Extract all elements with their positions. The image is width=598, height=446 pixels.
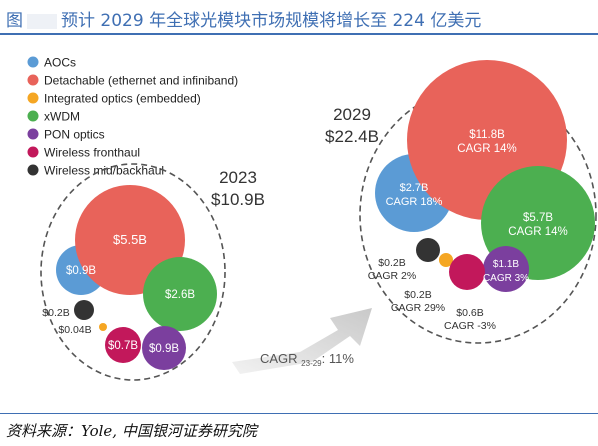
figure-title-prefix: 图 bbox=[6, 11, 23, 31]
legend-label: PON optics bbox=[44, 128, 105, 142]
year-label-2029: 2029 bbox=[333, 105, 371, 124]
bubble-value-label: $11.8B bbox=[469, 129, 505, 141]
legend-marker bbox=[27, 74, 39, 86]
bubble-value-label: $2.6B bbox=[165, 289, 195, 301]
title-bar: 图 预计 2029 年全球光模块市场规模将增长至 224 亿美元 bbox=[0, 0, 598, 40]
legend-label: Wireless mid/backhaul bbox=[44, 164, 164, 178]
bubble-2023 bbox=[143, 257, 217, 331]
bubble-2029 bbox=[483, 246, 529, 292]
legend-marker bbox=[27, 56, 39, 68]
bubble-chart: AOCs Detachable (ethernet and infiniband)… bbox=[27, 56, 597, 381]
figure-number-redaction bbox=[27, 13, 57, 29]
figure-title-text: 预计 2029 年全球光模块市场规模将增长至 224 亿美元 bbox=[61, 11, 482, 31]
legend-label: Wireless fronthaul bbox=[44, 146, 140, 160]
total-label-2029: $22.4B bbox=[325, 127, 379, 146]
bubble-value-label: $5.7B bbox=[523, 212, 553, 224]
total-label-2023: $10.9B bbox=[211, 190, 265, 209]
bubble-value-label: $0.7B bbox=[108, 340, 138, 352]
bubble-2029 bbox=[449, 254, 485, 290]
legend-label: xWDM bbox=[44, 110, 80, 124]
bubble-2029 bbox=[416, 238, 440, 262]
group-boundary-2023 bbox=[40, 163, 226, 381]
bubble-value-label: $0.2B bbox=[378, 257, 405, 269]
source-note: 资料来源：Yole, 中国银河证券研究院 bbox=[6, 422, 257, 440]
bubble-cagr-label: CAGR 2% bbox=[368, 270, 416, 282]
bubble-value-label: $0.04B bbox=[58, 324, 91, 336]
legend-marker bbox=[27, 146, 39, 158]
bubble-2023 bbox=[74, 300, 94, 320]
legend-label: Detachable (ethernet and infiniband) bbox=[44, 74, 238, 88]
bubble-value-label: $0.6B bbox=[456, 307, 483, 319]
legend-marker bbox=[27, 164, 39, 176]
bubble-value-label: $0.2B bbox=[404, 289, 431, 301]
bubble-value-label: $0.2B bbox=[42, 307, 69, 319]
legend-marker bbox=[27, 110, 39, 122]
legend-label: AOCs bbox=[44, 56, 76, 70]
growth-arrow bbox=[232, 308, 372, 374]
bubble-value-label: $1.1B bbox=[493, 259, 519, 270]
legend-label: Integrated optics (embedded) bbox=[44, 92, 201, 106]
legend-marker bbox=[27, 128, 39, 140]
bubble-cagr-label: CAGR 14% bbox=[508, 226, 567, 238]
title-rule bbox=[0, 33, 598, 35]
cagr-arrow-label: CAGR 23-29: 11% bbox=[260, 351, 354, 368]
bubble-value-label: $0.9B bbox=[66, 265, 96, 277]
bubble-value-label: $0.9B bbox=[149, 343, 179, 355]
bubble-cagr-label: CAGR 3% bbox=[483, 273, 529, 284]
bubble-2023 bbox=[99, 323, 107, 331]
group-boundary-2029 bbox=[359, 86, 597, 344]
bubble-cagr-label: CAGR 18% bbox=[386, 196, 443, 208]
bubble-2029 bbox=[439, 253, 453, 267]
year-label-2023: 2023 bbox=[219, 168, 257, 187]
bubble-cagr-label: CAGR 29% bbox=[391, 302, 445, 314]
bubble-value-label: $2.7B bbox=[400, 182, 429, 194]
figure-title: 图 预计 2029 年全球光模块市场规模将增长至 224 亿美元 bbox=[6, 6, 481, 31]
bubble-cagr-label: CAGR 14% bbox=[457, 143, 516, 155]
legend-marker bbox=[27, 92, 39, 104]
source-rule bbox=[0, 413, 598, 414]
bubble-cagr-label: CAGR -3% bbox=[444, 320, 496, 332]
bubble-2023 bbox=[142, 326, 186, 370]
bubble-2023 bbox=[105, 327, 141, 363]
bubble-value-label: $5.5B bbox=[113, 232, 147, 247]
